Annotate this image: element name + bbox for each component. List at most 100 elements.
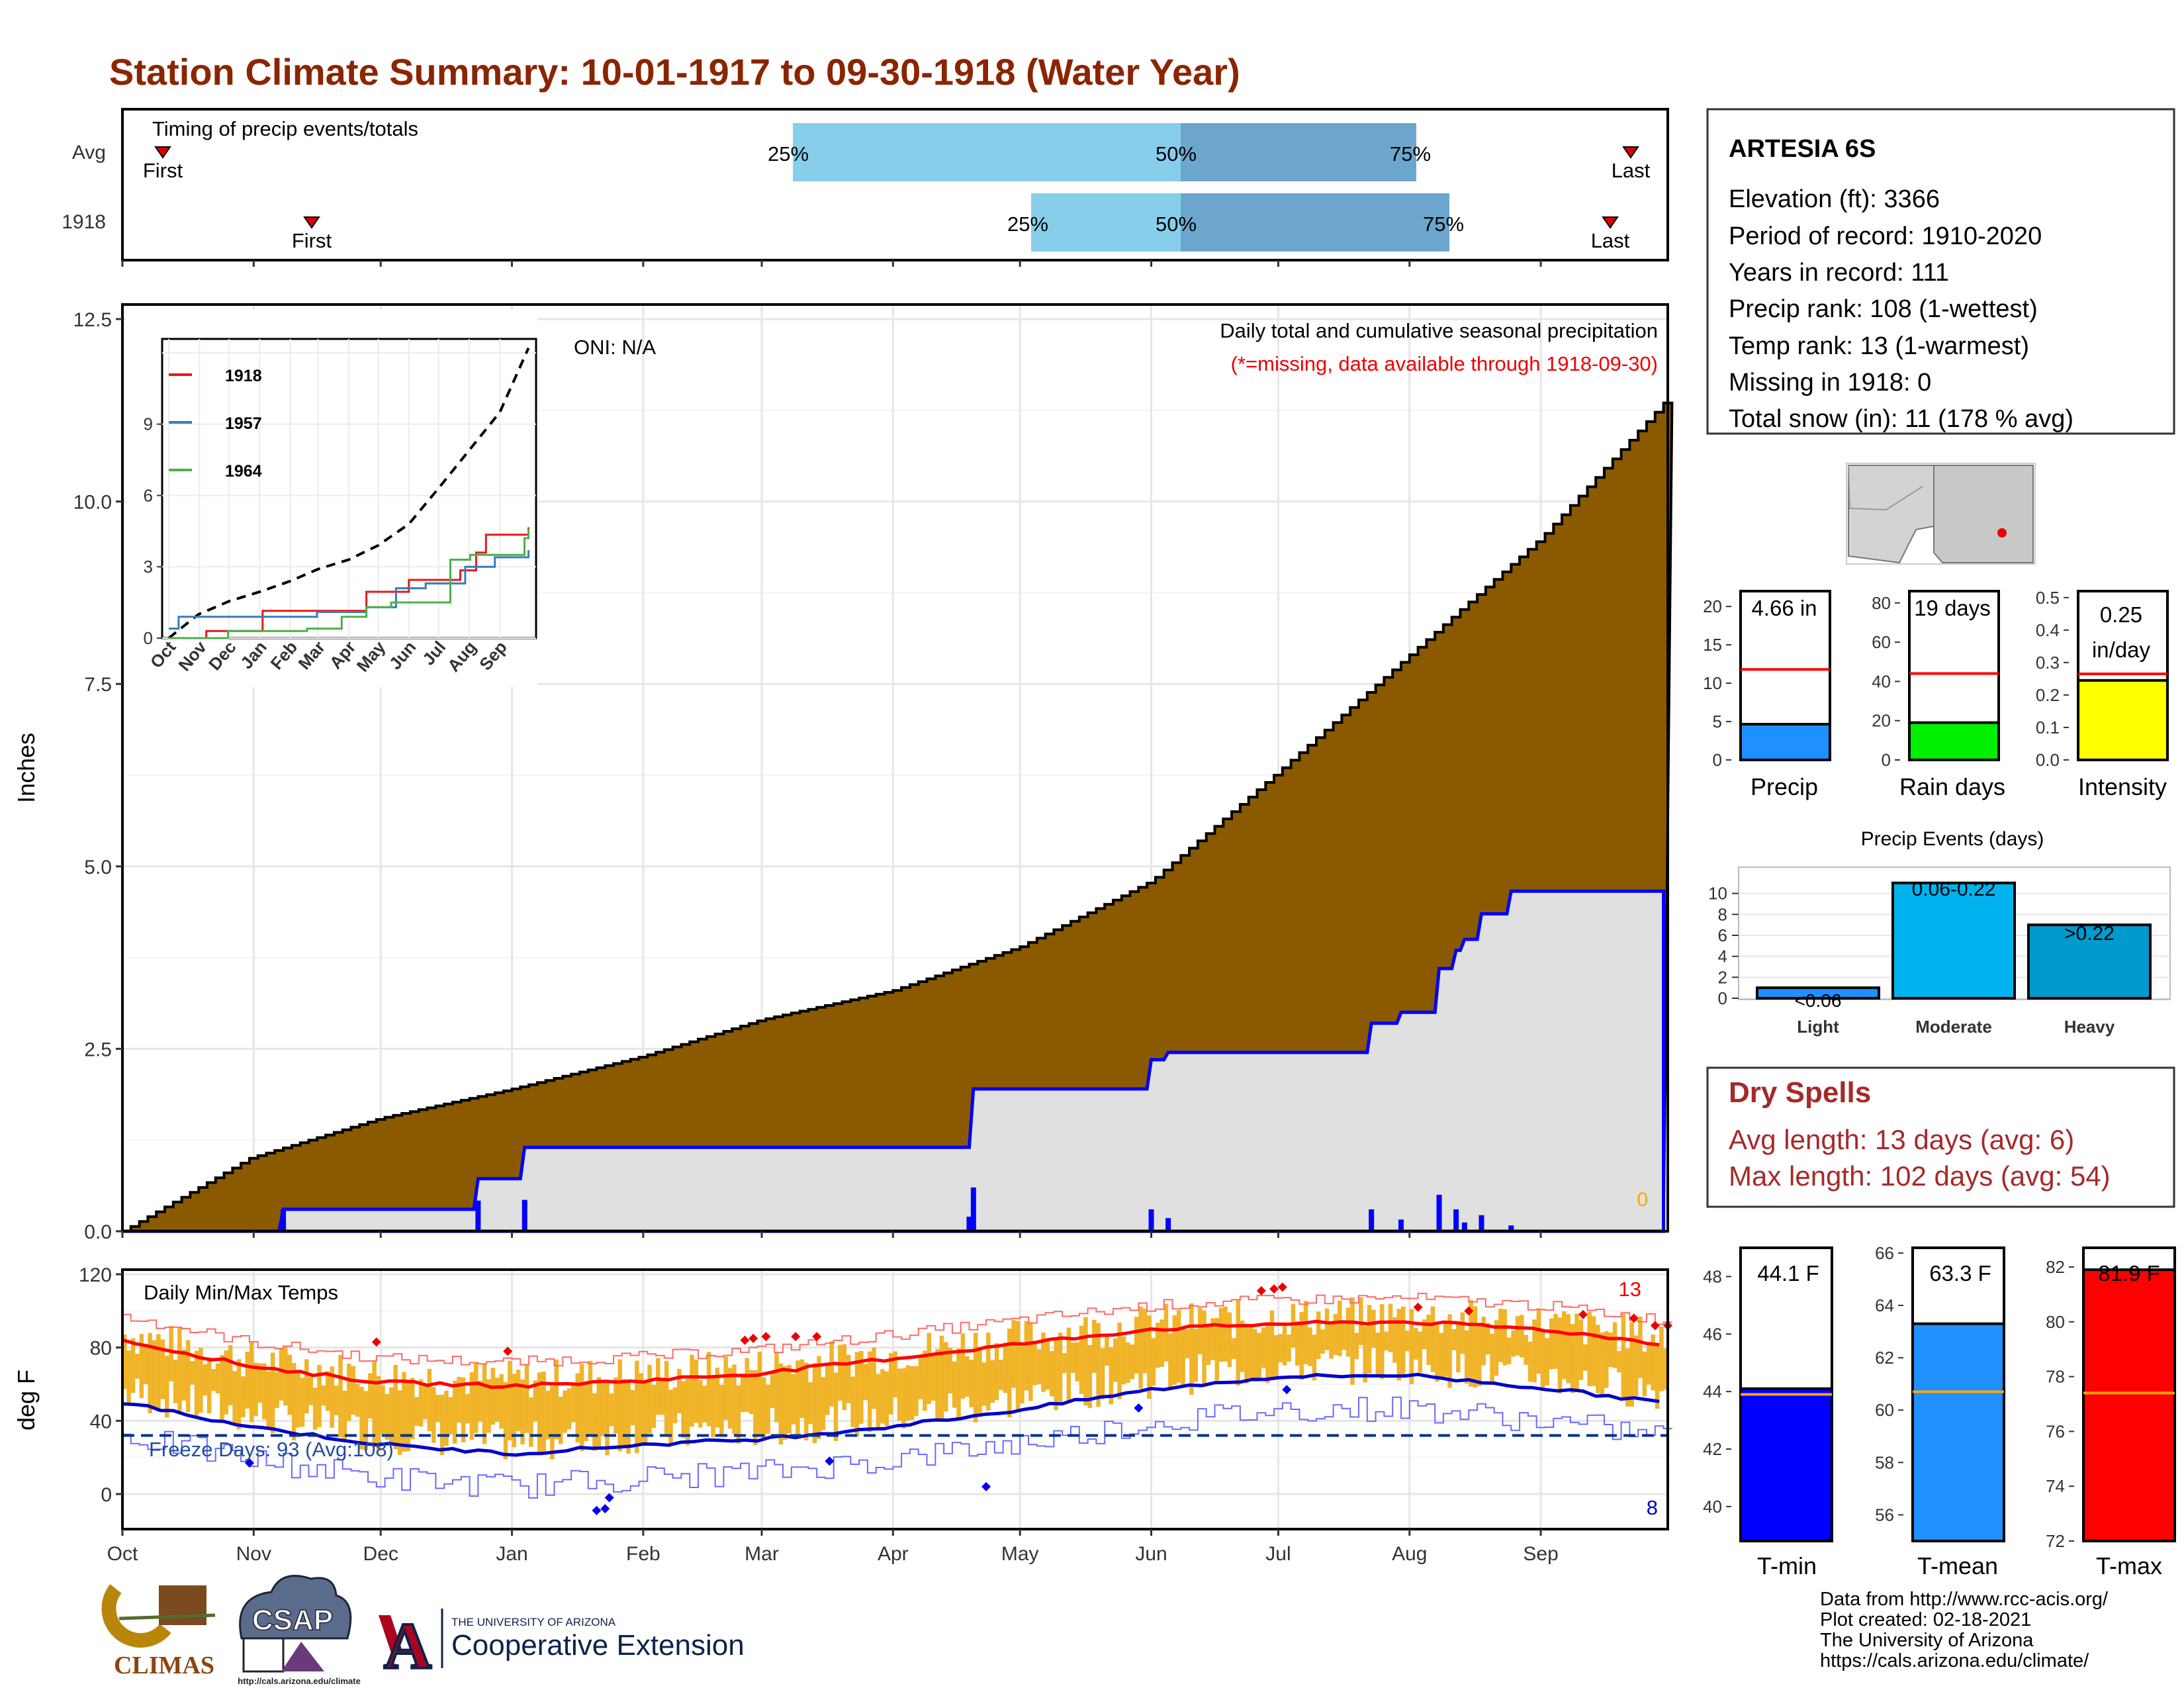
- tmean-y-tick-label: 64: [1875, 1295, 1894, 1315]
- daily-temp-bar: [842, 1344, 847, 1411]
- daily-temp-bar: [249, 1341, 254, 1423]
- daily-temp-bar: [1054, 1338, 1058, 1411]
- daily-temp-bar: [901, 1368, 906, 1429]
- precip-y-tick-label: 7.5: [84, 674, 112, 696]
- daily-temp-bar: [1388, 1303, 1393, 1352]
- temp-summary-charts: T-min T-mean T-max 40 42 44 46 48 56 58 60 62 64 6…: [1703, 1243, 2176, 1579]
- climas-logo-line: [118, 1613, 216, 1620]
- inset-series-1964: [169, 528, 529, 639]
- daily-temp-bar: [1371, 1309, 1376, 1348]
- record-low-marker: [981, 1481, 991, 1491]
- daily-precip-bar: [1461, 1222, 1467, 1231]
- daily-temp-bar: [1024, 1321, 1029, 1391]
- inset-series-1957: [169, 550, 529, 630]
- daily-temp-bar: [1282, 1324, 1287, 1366]
- record-high-marker: [1277, 1282, 1287, 1292]
- tmean-y-tick-label: 66: [1875, 1243, 1894, 1263]
- credit-line-1: Data from http://www.rcc-acis.org/: [1820, 1589, 2109, 1610]
- year-pct-25: 25%: [1007, 212, 1048, 236]
- daily-temp-bar: [1050, 1350, 1054, 1397]
- ua-logo-coop: Cooperative Extension: [451, 1629, 745, 1662]
- climas-logo-block: [159, 1585, 206, 1625]
- daily-temp-bar: [1070, 1342, 1075, 1374]
- year-first-label: First: [292, 229, 332, 252]
- record-low-marker: [825, 1456, 835, 1466]
- tmean-y-tick-label: 60: [1875, 1400, 1894, 1420]
- daily-temp-bar: [579, 1364, 584, 1451]
- daily-temp-bar: [533, 1380, 538, 1422]
- daily-temp-bar: [685, 1379, 690, 1446]
- daily-temp-bar: [736, 1385, 741, 1444]
- daily-temp-bar: [1473, 1306, 1478, 1388]
- record-low-marker: [1282, 1385, 1292, 1395]
- tmean-label: T-mean: [1917, 1552, 1998, 1579]
- daily-temp-bar: [803, 1362, 809, 1440]
- daily-temp-bar: [766, 1384, 770, 1434]
- precip-total-y-tick-label: 10: [1703, 673, 1722, 693]
- csap-logo: CSAP http://cals.arizona.edu/climate: [238, 1575, 361, 1686]
- daily-temp-bar: [774, 1352, 779, 1423]
- daily-temp-bar: [1274, 1335, 1279, 1380]
- daily-temp-bar: [1320, 1329, 1325, 1354]
- daily-temp-bar: [287, 1354, 292, 1415]
- daily-temp-bar: [432, 1387, 436, 1443]
- daily-temp-bar: [994, 1342, 999, 1401]
- daily-temp-bar: [1041, 1332, 1046, 1392]
- daily-temp-bar: [164, 1356, 169, 1418]
- daily-temp-bar: [1096, 1323, 1101, 1407]
- ua-logo-small: THE UNIVERSITY OF ARIZONA: [451, 1616, 616, 1628]
- year-pct-75: 75%: [1423, 212, 1464, 236]
- station-line-5: Temp rank: 13 (1-warmest): [1729, 332, 2029, 360]
- daily-temp-bar: [1105, 1336, 1109, 1366]
- daily-temp-bar: [469, 1372, 475, 1440]
- tmin-y-tick-label: 46: [1703, 1324, 1722, 1344]
- daily-temp-bar: [1384, 1331, 1388, 1351]
- events-bar-heavy: [2027, 923, 2152, 1000]
- daily-temp-bar: [981, 1362, 987, 1406]
- daily-temp-bar: [846, 1354, 851, 1403]
- daily-temp-bar: [1176, 1310, 1181, 1383]
- daily-temp-bar: [1223, 1306, 1228, 1362]
- credits: Data from http://www.rcc-acis.org/ Plot …: [1820, 1589, 2109, 1671]
- events-cat-light: Light: [1797, 1017, 1839, 1037]
- daily-temp-bar: [778, 1363, 784, 1445]
- events-cat-heavy: Heavy: [2064, 1017, 2115, 1037]
- daily-temp-bar: [143, 1347, 148, 1384]
- precip-total-y-tick-label: 0: [1713, 750, 1722, 770]
- daily-temp-bar: [1121, 1336, 1126, 1385]
- daily-temp-bar: [1359, 1297, 1363, 1346]
- events-label-heavy: >0.22: [2064, 923, 2115, 945]
- timing-panel: Timing of precip events/totals Avg 1918 …: [62, 108, 1669, 261]
- month-label: Feb: [626, 1543, 660, 1565]
- cumulative-1918-area: [122, 889, 1666, 1233]
- inset-legend-1964: 1964: [225, 462, 262, 481]
- daily-temp-bar: [1642, 1351, 1647, 1397]
- daily-precip-bar: [1453, 1209, 1459, 1231]
- daily-temp-bar: [647, 1364, 652, 1434]
- events-bar-moderate: [1891, 881, 2016, 1000]
- daily-temp-bar: [139, 1334, 144, 1399]
- daily-temp-bar: [1058, 1333, 1063, 1404]
- daily-temp-bar: [1435, 1325, 1439, 1382]
- month-label: Jun: [1135, 1543, 1167, 1565]
- daily-temp-bar: [512, 1374, 517, 1448]
- map-border: [1848, 465, 1923, 511]
- daily-temp-bar: [1062, 1353, 1067, 1374]
- daily-temp-bar: [1350, 1297, 1355, 1385]
- rain-days-y-tick-label: 20: [1872, 711, 1891, 731]
- station-name: ARTESIA 6S: [1729, 135, 1876, 163]
- csap-logo-cloud: [239, 1575, 352, 1640]
- daily-temp-bar: [960, 1333, 966, 1399]
- daily-temp-bar: [563, 1390, 567, 1433]
- daily-temp-bar: [833, 1372, 839, 1442]
- daily-temp-bar: [978, 1346, 982, 1413]
- record-high-marker: [1256, 1286, 1266, 1295]
- daily-temp-bar: [931, 1354, 936, 1401]
- daily-temp-bar: [1130, 1344, 1135, 1380]
- tmin-y-tick-label: 44: [1703, 1382, 1722, 1401]
- daily-temp-bar: [279, 1349, 284, 1401]
- daily-temp-bar: [918, 1357, 923, 1399]
- daily-temp-bar: [1020, 1346, 1024, 1404]
- daily-temp-bar: [782, 1366, 788, 1440]
- daily-temp-bar: [1430, 1306, 1435, 1372]
